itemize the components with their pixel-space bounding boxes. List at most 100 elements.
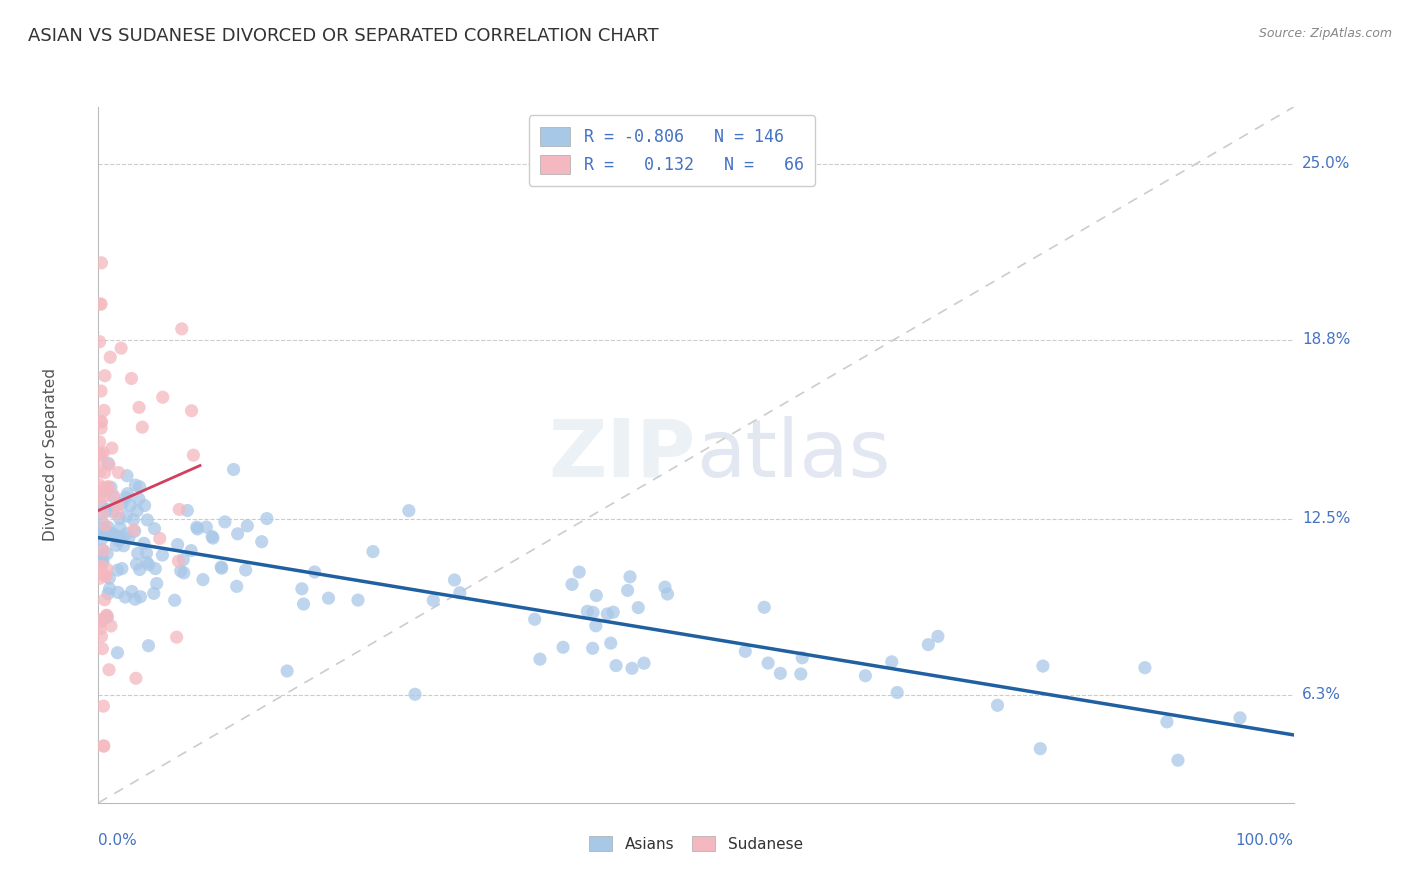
Point	[91, 500, 114, 514]
Point	[616, 583, 638, 598]
Point	[209, 560, 232, 574]
Point	[93, 739, 115, 753]
Point	[734, 644, 756, 658]
Point	[114, 491, 136, 505]
Point	[602, 605, 624, 619]
Point	[347, 593, 370, 607]
Point	[98, 458, 121, 472]
Point	[1133, 661, 1156, 675]
Point	[108, 532, 131, 546]
Point	[1032, 659, 1054, 673]
Point	[111, 497, 134, 511]
Point	[142, 586, 165, 600]
Point	[170, 564, 193, 578]
Point	[90, 297, 112, 311]
Point	[927, 629, 949, 643]
Point	[756, 656, 779, 670]
Text: ZIP: ZIP	[548, 416, 696, 494]
Point	[96, 562, 118, 576]
Point	[186, 520, 208, 534]
Point	[561, 577, 583, 591]
Point	[107, 533, 129, 548]
Point	[94, 504, 117, 518]
Point	[124, 592, 146, 607]
Point	[398, 503, 420, 517]
Text: Source: ZipAtlas.com: Source: ZipAtlas.com	[1258, 27, 1392, 40]
Point	[551, 640, 574, 655]
Point	[97, 520, 120, 534]
Point	[292, 597, 315, 611]
Point	[89, 571, 111, 585]
Point	[129, 590, 152, 604]
Point	[152, 548, 174, 562]
Point	[124, 524, 146, 539]
Point	[97, 587, 120, 601]
Point	[201, 531, 224, 545]
Point	[121, 584, 143, 599]
Point	[136, 513, 159, 527]
Point	[149, 532, 172, 546]
Point	[226, 526, 249, 541]
Point	[93, 592, 115, 607]
Point	[619, 570, 641, 584]
Point	[443, 573, 465, 587]
Point	[754, 600, 776, 615]
Point	[790, 667, 813, 681]
Point	[89, 465, 111, 479]
Point	[132, 536, 155, 550]
Point	[599, 636, 621, 650]
Point	[134, 499, 156, 513]
Point	[90, 384, 112, 398]
Point	[143, 561, 166, 575]
Point	[100, 480, 122, 494]
Point	[94, 368, 117, 383]
Point	[769, 666, 792, 681]
Point	[523, 612, 546, 626]
Point	[94, 518, 117, 533]
Point	[105, 538, 128, 552]
Point	[125, 671, 148, 685]
Point	[110, 521, 132, 535]
Point	[256, 511, 278, 525]
Point	[135, 556, 157, 570]
Point	[304, 565, 326, 579]
Point	[107, 466, 129, 480]
Text: 25.0%: 25.0%	[1302, 156, 1350, 171]
Point	[138, 558, 160, 572]
Point	[183, 448, 205, 462]
Point	[211, 561, 233, 575]
Point	[108, 511, 131, 525]
Point	[110, 341, 132, 355]
Text: 100.0%: 100.0%	[1236, 833, 1294, 848]
Point	[93, 699, 115, 714]
Point	[94, 569, 117, 583]
Point	[98, 571, 121, 585]
Point	[1029, 741, 1052, 756]
Point	[225, 579, 247, 593]
Text: ASIAN VS SUDANESE DIVORCED OR SEPARATED CORRELATION CHART: ASIAN VS SUDANESE DIVORCED OR SEPARATED …	[28, 27, 659, 45]
Point	[90, 415, 112, 429]
Point	[143, 522, 166, 536]
Point	[117, 486, 139, 500]
Point	[97, 525, 120, 540]
Point	[201, 530, 224, 544]
Point	[105, 563, 128, 577]
Point	[96, 547, 118, 561]
Point	[89, 492, 111, 507]
Point	[111, 561, 134, 575]
Point	[585, 619, 607, 633]
Point	[128, 480, 150, 494]
Point	[250, 534, 273, 549]
Point	[89, 453, 111, 467]
Point	[291, 582, 314, 596]
Point	[596, 607, 619, 621]
Point	[115, 468, 138, 483]
Point	[657, 587, 679, 601]
Point	[93, 403, 115, 417]
Point	[90, 481, 112, 495]
Point	[90, 421, 112, 435]
Text: Divorced or Separated: Divorced or Separated	[44, 368, 58, 541]
Point	[449, 586, 471, 600]
Text: 12.5%: 12.5%	[1302, 511, 1350, 526]
Point	[568, 565, 591, 579]
